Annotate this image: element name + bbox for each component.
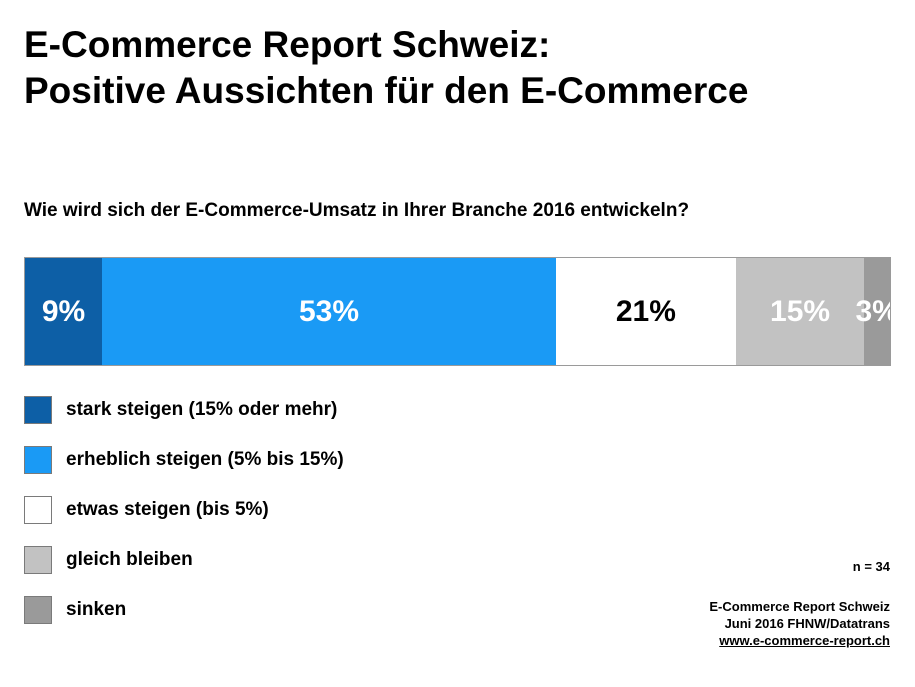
sample-size-note: n = 34 [852, 559, 890, 574]
legend: stark steigen (15% oder mehr) erheblich s… [24, 394, 344, 644]
page-title: E-Commerce Report Schweiz: Positive Auss… [24, 22, 748, 114]
chart-question: Wie wird sich der E-Commerce-Umsatz in I… [24, 200, 690, 221]
legend-swatch-1 [24, 396, 52, 424]
data-label-3: 21% [615, 294, 676, 328]
bar-segment-5: 3% [855, 258, 890, 365]
legend-label-3: etwas steigen (bis 5%) [66, 499, 269, 520]
source-line-1: E-Commerce Report Schweiz [709, 599, 890, 614]
source-link[interactable]: www.e-commerce-report.ch [719, 633, 890, 648]
legend-label-4: gleich bleiben [66, 549, 193, 570]
data-label-1: 9% [41, 294, 86, 328]
legend-swatch-4 [24, 546, 52, 574]
legend-item-1: stark steigen (15% oder mehr) [24, 394, 344, 426]
bar-segment-4: 15% [735, 258, 865, 365]
bar-segment-2: 53% [102, 258, 556, 365]
source-block: E-Commerce Report Schweiz Juni 2016 FHNW… [709, 598, 890, 649]
data-label-5: 3% [855, 294, 890, 328]
bar-segment-1: 9% [25, 258, 103, 365]
legend-item-5: sinken [24, 594, 344, 626]
legend-item-4: gleich bleiben [24, 544, 344, 576]
legend-label-1: stark steigen (15% oder mehr) [66, 399, 338, 420]
stacked-bar: 9% 53% 21% 15% 3% [24, 257, 891, 366]
legend-label-2: erheblich steigen (5% bis 15%) [66, 449, 344, 470]
legend-label-5: sinken [66, 599, 127, 620]
legend-item-3: etwas steigen (bis 5%) [24, 494, 344, 526]
source-line-2: Juni 2016 FHNW/Datatrans [724, 616, 890, 631]
legend-swatch-5 [24, 596, 52, 624]
data-label-4: 15% [770, 294, 831, 328]
legend-item-2: erheblich steigen (5% bis 15%) [24, 444, 344, 476]
title-line-2: Positive Aussichten für den E-Commerce [24, 70, 749, 111]
title-line-1: E-Commerce Report Schweiz: [24, 24, 551, 65]
bar-segment-3: 21% [555, 258, 736, 365]
legend-swatch-2 [24, 446, 52, 474]
data-label-2: 53% [299, 294, 360, 328]
legend-swatch-3 [24, 496, 52, 524]
